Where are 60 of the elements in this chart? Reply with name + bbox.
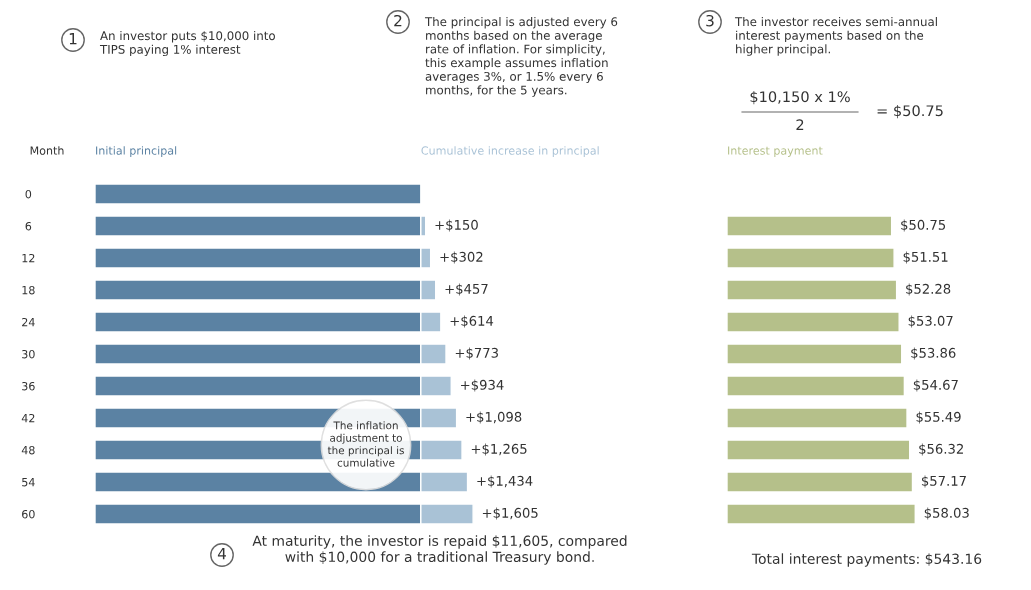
data-label: +$1,605 xyxy=(482,507,538,520)
data-label: +$302 xyxy=(440,251,483,264)
data-label: +$614 xyxy=(450,315,494,328)
bar xyxy=(727,215,893,237)
data-label: $52.28 xyxy=(906,283,951,296)
data-label: $56.32 xyxy=(919,443,963,456)
text: The investor receives semi-annual interest payments based on the higher principal. xyxy=(734,17,937,56)
y-tick-label: 30 xyxy=(22,349,35,359)
data-label: +$934 xyxy=(461,379,504,392)
text: $10,150 x 1% xyxy=(750,90,850,105)
y-tick-label: 12 xyxy=(22,253,35,263)
data-label: +$1,434 xyxy=(477,475,533,488)
data-label: $58.03 xyxy=(924,507,969,520)
text: The principal is adjusted every 6 months based on the average rate of inflation. For simplicity, this example assumes inflation averages 3%, or 1.5% every 6 months, for the 5 years. xyxy=(424,17,618,97)
y-tick-label: 48 xyxy=(21,445,35,455)
data-label: +$457 xyxy=(445,283,488,296)
text: = $50.75 xyxy=(877,104,943,119)
bar xyxy=(95,183,422,205)
data-label: +$773 xyxy=(455,347,498,360)
y-tick-label: 18 xyxy=(22,285,35,295)
y-tick-label: 0 xyxy=(25,189,32,199)
bar xyxy=(727,343,903,365)
y-tick-label: 24 xyxy=(22,317,35,327)
text: 3 xyxy=(706,14,714,27)
data-label: $53.07 xyxy=(908,315,953,328)
text: At maturity, the investor is repaid $11,605, compared with $10,000 for a traditional Treasury bond. xyxy=(252,535,627,565)
bar xyxy=(727,407,908,429)
data-label: $54.67 xyxy=(913,379,958,392)
data-label: $50.75 xyxy=(901,219,946,232)
text: An investor puts $10,000 into TIPS paying 1% interest xyxy=(99,31,275,57)
bar xyxy=(727,471,914,493)
y-tick-label: 6 xyxy=(25,221,32,231)
annotation: The inflation adjustment to the principal is cumulative xyxy=(327,421,404,467)
y-tick-label: 36 xyxy=(22,381,35,391)
text: Total interest payments: $543.16 xyxy=(751,553,982,567)
data-label: +$150 xyxy=(435,219,478,232)
text: 2 xyxy=(394,14,402,27)
bar xyxy=(727,439,911,461)
bar xyxy=(95,215,422,237)
data-label: +$1,098 xyxy=(466,411,522,424)
bar xyxy=(727,375,906,397)
text: Interest payment xyxy=(728,146,823,157)
data-label: $55.49 xyxy=(916,411,961,424)
bar xyxy=(727,279,898,301)
y-tick-label: 42 xyxy=(21,413,35,423)
data-label: $53.86 xyxy=(911,347,956,360)
data-label: $57.17 xyxy=(921,475,966,488)
data-label: +$1,265 xyxy=(471,443,527,456)
bar xyxy=(727,503,916,525)
data-label: $51.51 xyxy=(903,251,948,264)
bar xyxy=(727,247,895,269)
y-tick-label: 54 xyxy=(22,478,35,487)
text: 2 xyxy=(796,119,804,131)
text: Cumulative increase in principal xyxy=(421,146,599,157)
text: 1 xyxy=(69,33,77,45)
text: Initial principal xyxy=(96,146,177,157)
y-tick-label: 60 xyxy=(22,509,35,519)
bar xyxy=(727,311,900,333)
y-axis-title: Month xyxy=(30,146,64,155)
text: 4 xyxy=(217,548,226,560)
